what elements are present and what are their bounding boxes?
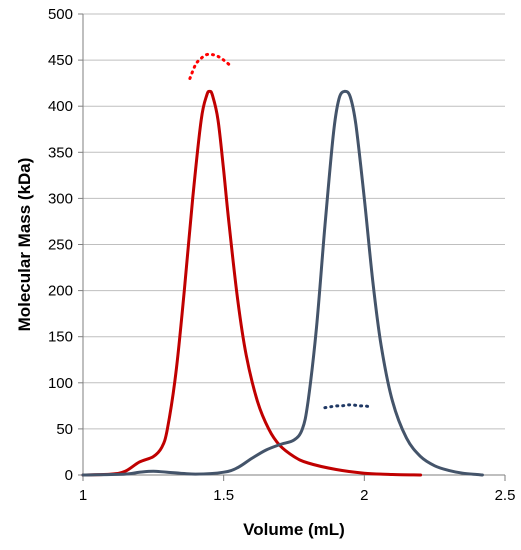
y-tick-label: 350	[48, 144, 73, 161]
y-tick-label: 50	[56, 421, 73, 438]
trace-line-1	[81, 89, 484, 477]
x-tick-label: 1	[79, 487, 87, 504]
x-tick-label: 2	[360, 487, 368, 504]
y-tick-label: 300	[48, 190, 73, 207]
y-tick-label: 500	[48, 6, 73, 23]
x-tick-label: 1.5	[213, 487, 234, 504]
y-tick-label: 250	[48, 237, 73, 254]
y-tick-label: 200	[48, 283, 73, 300]
y-tick-label: 0	[65, 467, 73, 484]
y-tick-label: 150	[48, 329, 73, 346]
molecular-mass-line-2	[188, 52, 231, 80]
x-axis-title: Volume (mL)	[243, 520, 345, 539]
x-tick-label: 2.5	[495, 487, 516, 504]
gridlines	[83, 13, 505, 430]
y-tick-label: 100	[48, 375, 73, 392]
trace-line-0	[81, 89, 423, 477]
axes	[78, 13, 506, 481]
series	[81, 52, 484, 477]
y-axis-title: Molecular Mass (kDa)	[15, 158, 34, 332]
y-tick-label: 400	[48, 98, 73, 115]
molecular-mass-line-3	[323, 403, 372, 410]
y-tick-label: 450	[48, 52, 73, 69]
tick-labels: 0 50 100 150 200 250 300 350 400 450 500 1 1.5 2 2.5	[48, 6, 515, 504]
